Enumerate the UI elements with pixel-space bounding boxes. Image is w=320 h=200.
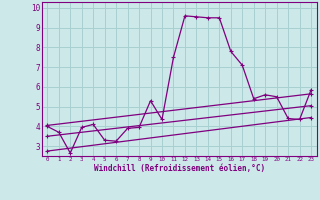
X-axis label: Windchill (Refroidissement éolien,°C): Windchill (Refroidissement éolien,°C) [94,164,265,173]
